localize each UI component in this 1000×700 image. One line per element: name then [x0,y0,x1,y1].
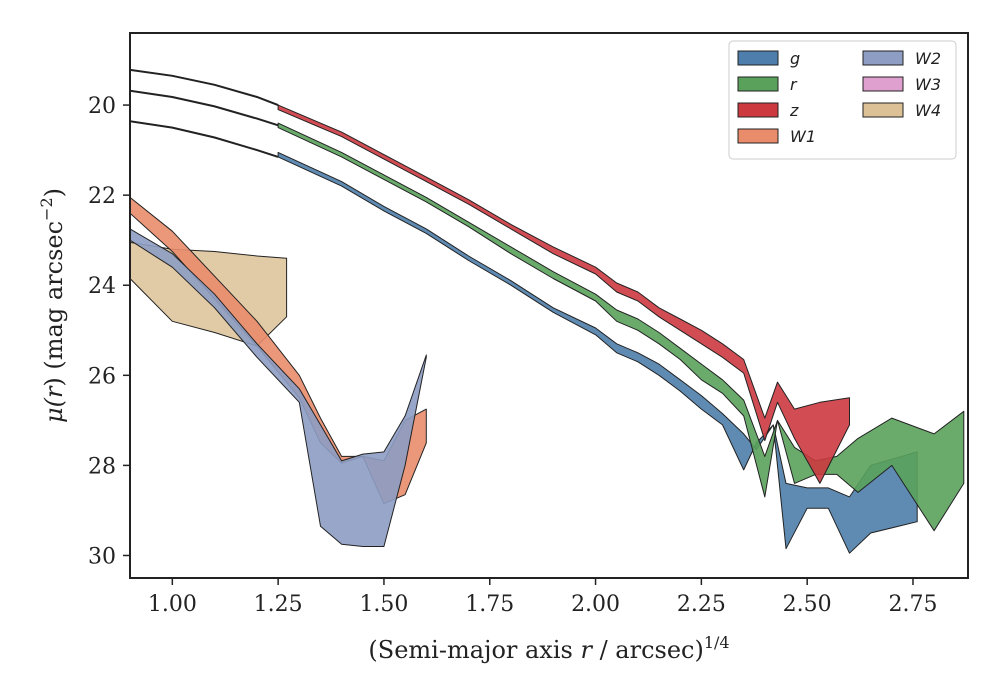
y-tick-label: 28 [88,454,116,479]
legend-box [728,40,957,160]
plot-frame [129,32,969,579]
y-tick-label: 24 [88,274,116,299]
y-label-mid: ) (mag arcsec [40,221,68,387]
legend-label-z: z [789,101,799,120]
model-line-1 [130,68,279,107]
band-w2 [130,228,427,547]
y-tick-label: 22 [88,184,116,209]
legend-label-w1: W1 [790,127,816,146]
x-tick-label: 2.50 [783,592,832,617]
x-tick-label: 2.25 [677,592,726,617]
band-g [277,151,918,554]
x-label-prefix: (Semi-major axis [368,636,580,664]
x-tick-label: 2.75 [888,592,937,617]
legend-swatch-w3 [862,76,904,92]
x-tick-label: 1.25 [254,592,303,617]
model-line-3 [130,120,279,158]
y-axis-ticks: 20 22 24 26 28 30 [88,94,130,569]
x-axis-label: (Semi-major axis r / arcsec)1/4 [368,633,729,664]
x-label-suffix: / arcsec) [592,636,704,664]
x-tick-label: 1.00 [148,592,197,617]
model-line-layer [130,68,279,158]
y-tick-label: 26 [88,364,116,389]
legend-label-w2: W2 [915,49,941,68]
x-tick-label: 1.75 [465,592,514,617]
x-axis-ticks: 1.00 1.25 1.50 1.75 2.00 2.25 2.50 2.75 [148,578,937,617]
band-z [277,104,850,484]
legend-label-r: r [790,75,798,94]
y-label-mu: μ( [40,397,68,423]
y-label-var: r [40,385,68,398]
legend-label-w4: W4 [915,101,941,120]
legend-swatch-w1 [737,128,779,144]
legend: grz W1 W2 W3 W4 [728,40,957,160]
legend-label-w3: W3 [915,75,941,94]
band-layer [130,104,965,554]
x-label-power: 1/4 [704,633,730,652]
legend-swatch-g [737,50,779,66]
legend-swatch-r [737,76,779,92]
x-label-var: r [580,636,593,664]
y-tick-label: 30 [88,544,116,569]
legend-label-g: g [790,49,800,68]
legend-swatch-z [737,102,779,118]
x-tick-label: 1.50 [359,592,408,617]
y-label-end: ) [40,188,68,197]
legend-swatch-w2 [862,50,904,66]
band-r [277,122,965,532]
model-line-2 [130,89,279,127]
y-label-power: −2 [37,197,56,221]
x-tick-label: 2.00 [571,592,620,617]
y-tick-label: 20 [88,94,116,119]
y-axis-label: μ(r) (mag arcsec−2) [37,188,68,423]
legend-swatch-w4 [862,102,904,118]
